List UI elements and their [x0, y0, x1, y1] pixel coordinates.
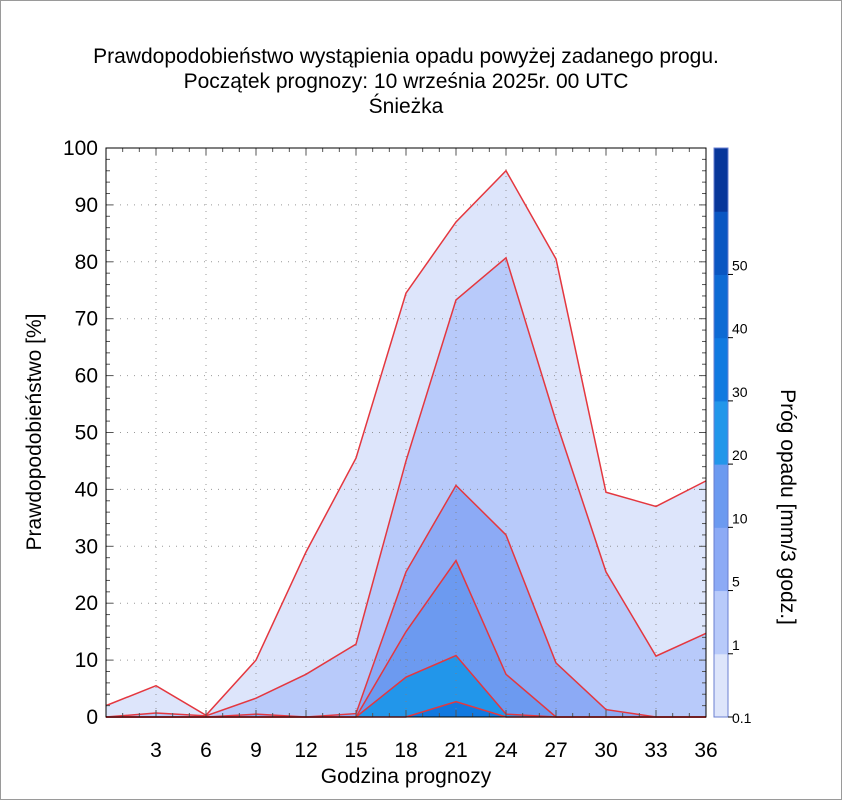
- colorbar-segment: [714, 148, 728, 212]
- colorbar-tick-label: 0.1: [732, 710, 752, 726]
- colorbar: 0.1 1 5 10 20 30 40 50: [713, 147, 752, 726]
- colorbar-segment: [714, 464, 728, 528]
- colorbar-tick-label: 5: [732, 574, 740, 590]
- y-tick-label: 20: [75, 592, 98, 615]
- x-tick-label: 33: [644, 739, 667, 762]
- colorbar-segment: [714, 653, 728, 718]
- y-tick-label: 40: [75, 478, 98, 501]
- y-tick-label: 0: [86, 706, 98, 729]
- chart-title: Prawdopodobieństwo wystąpienia opadu pow…: [93, 45, 719, 68]
- colorbar-tick-label: 50: [732, 257, 748, 273]
- y-axis-label: Prawdopodobieństwo [%]: [23, 314, 46, 551]
- x-tick-label: 30: [594, 739, 617, 762]
- y-tick-label: 60: [75, 365, 98, 388]
- colorbar-border: [713, 147, 729, 718]
- y-tick-label: 10: [75, 649, 98, 672]
- x-axis-label: Godzina prognozy: [321, 765, 492, 788]
- colorbar-segment: [714, 274, 728, 339]
- colorbar-tick-label: 40: [732, 321, 748, 337]
- colorbar-segment: [714, 527, 728, 592]
- y-tick-label: 100: [63, 137, 98, 160]
- chart-subtitle: Początek prognozy: 10 września 2025r. 00…: [184, 70, 629, 93]
- x-tick-label: 3: [150, 739, 162, 762]
- x-tick-label: 9: [250, 739, 262, 762]
- y-tick-label: 50: [75, 422, 98, 445]
- x-tick-label: 36: [694, 739, 717, 762]
- area-threshold-1: [106, 257, 706, 717]
- colorbar-segment: [714, 337, 728, 402]
- colorbar-label: Próg opadu [mm/3 godz.]: [776, 389, 799, 625]
- colorbar-segment: [714, 400, 728, 465]
- x-tick-label: 21: [444, 739, 467, 762]
- colorbar-tick-label: 10: [732, 510, 748, 526]
- colorbar-tick-label: 20: [732, 447, 748, 463]
- area-threshold-4: [106, 655, 706, 717]
- plot-border: [105, 147, 707, 718]
- x-tick-label: 6: [200, 739, 212, 762]
- x-tick-label: 12: [294, 739, 317, 762]
- area-threshold-2: [106, 485, 706, 717]
- x-tick-label: 24: [494, 739, 518, 762]
- y-tick-label: 70: [75, 308, 98, 331]
- y-tick-label: 30: [75, 535, 98, 558]
- y-tick-label: 80: [75, 251, 98, 274]
- colorbar-tick-label: 30: [732, 384, 748, 400]
- x-tick-label: 15: [344, 739, 367, 762]
- location-label: Śnieżka: [369, 94, 444, 118]
- colorbar-segment: [714, 590, 728, 655]
- y-tick-label: 90: [75, 194, 98, 217]
- colorbar-tick-label: 1: [732, 637, 740, 653]
- colorbar-segment: [714, 211, 728, 275]
- x-tick-label: 27: [544, 739, 567, 762]
- x-tick-label: 18: [394, 739, 417, 762]
